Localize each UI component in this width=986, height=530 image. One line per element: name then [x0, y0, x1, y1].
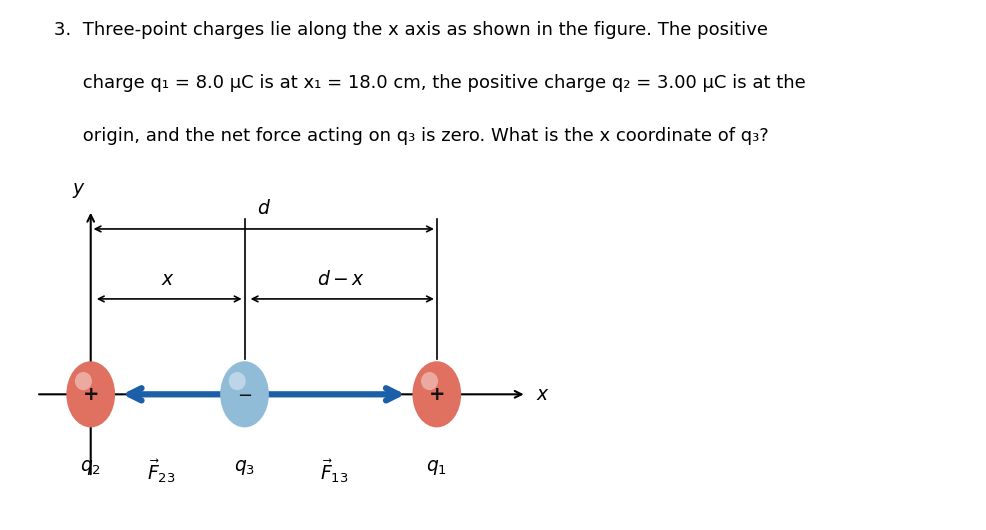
Text: +: +	[429, 385, 445, 404]
Ellipse shape	[421, 372, 438, 390]
Text: charge q₁ = 8.0 μC is at x₁ = 18.0 cm, the positive charge q₂ = 3.00 μC is at th: charge q₁ = 8.0 μC is at x₁ = 18.0 cm, t…	[54, 74, 806, 92]
Text: $d - x$: $d - x$	[317, 270, 365, 289]
Text: $-$: $-$	[237, 385, 252, 403]
Ellipse shape	[412, 361, 461, 427]
Ellipse shape	[229, 372, 246, 390]
Text: $y$: $y$	[72, 181, 86, 200]
Ellipse shape	[220, 361, 269, 427]
Text: $q_1$: $q_1$	[426, 458, 448, 477]
Text: +: +	[83, 385, 99, 404]
Text: 3.  Three-point charges lie along the x axis as shown in the figure. The positiv: 3. Three-point charges lie along the x a…	[54, 21, 768, 39]
Ellipse shape	[75, 372, 92, 390]
Ellipse shape	[66, 361, 115, 427]
Text: $x$: $x$	[536, 385, 550, 404]
Text: $d$: $d$	[256, 199, 271, 217]
Text: $\vec{F}_{13}$: $\vec{F}_{13}$	[320, 458, 348, 485]
Text: $q_3$: $q_3$	[234, 458, 255, 477]
Text: $q_2$: $q_2$	[80, 458, 102, 477]
Text: $x$: $x$	[161, 270, 175, 289]
Text: $\vec{F}_{23}$: $\vec{F}_{23}$	[147, 458, 176, 485]
Text: origin, and the net force acting on q₃ is zero. What is the x coordinate of q₃?: origin, and the net force acting on q₃ i…	[54, 127, 769, 145]
